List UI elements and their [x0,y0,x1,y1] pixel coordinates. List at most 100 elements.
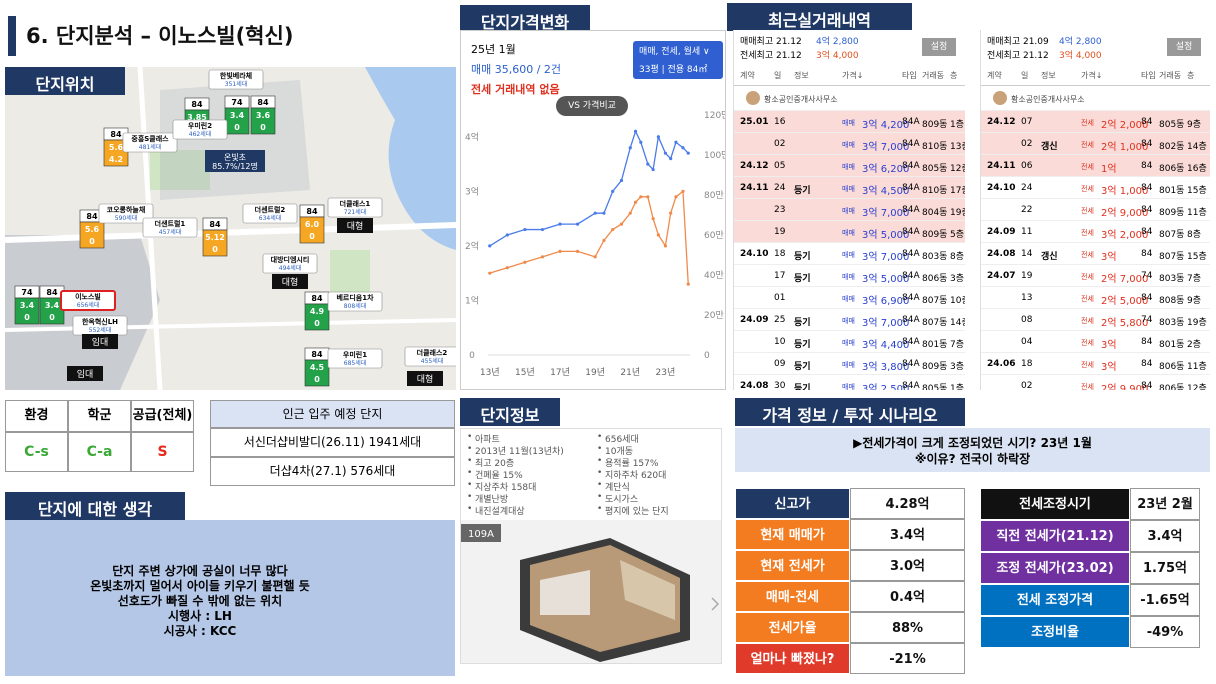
marker-body [304,359,330,387]
complex-name: 더클래스1 [340,199,371,208]
transaction-row: 24.10 24 전세 3억 1,000 84 801동 15층 [981,176,1210,198]
header-rule [734,85,965,86]
column-header: 가격↓ [842,71,864,80]
bullet: • [467,456,473,466]
cell-price: 3억 7,000 [862,318,910,329]
marker-area: 84 [86,212,98,221]
transaction-row: 02 전세 2억 9,900 84 806동 12층 [981,374,1210,390]
cell-type: 84A [902,183,920,193]
cell-dong: 806동 [1159,362,1185,372]
point [669,157,673,161]
cell-dong: 803동 [1159,318,1185,328]
cell-type: 84A [902,271,920,281]
grade-value: C-a [68,432,131,472]
complex-name: 코오롱하늘채 [107,205,146,214]
grade-value: C-s [5,432,68,472]
cell-d: 23 [774,205,786,215]
point [633,200,638,204]
compare-pill[interactable]: VS 가격비교 [556,96,628,116]
cell-m: 24.09 [740,315,769,325]
cell-floor: 14층 [950,318,965,328]
scenario-line: ▶전세가격이 크게 조정되었던 시기? 23년 1월 [853,436,1092,450]
complex-name: 우미린1 [343,350,367,359]
y2-tick-label: 20만 [704,310,724,321]
table-value: 4.28억 [850,488,965,519]
marker-area: 74 [231,98,243,107]
point [611,227,615,232]
series-line [489,129,689,247]
x-tick-label: 21년 [620,367,640,378]
transaction-row: 09 등기 매매 3억 3,800 84A 809동 3층 [734,352,965,374]
cell-floor: 8층 [1187,230,1202,240]
cell-dong: 808동 [1159,296,1185,306]
cell-dong: 807동 [922,296,948,306]
title: 6. 단지분석 – 이노스빌(혁신) [26,24,294,48]
info-item: 지하주차 620대 [605,471,667,481]
tag: 임대 [77,368,94,380]
cell-d: 22 [1021,205,1033,215]
complex-name: 대방디엠시티 [271,255,310,264]
table-value: 3.4억 [850,519,965,550]
point [505,233,509,237]
info-item: 도시가스 [605,495,639,505]
bullet: • [597,444,603,454]
transaction-row: 24.10 18 등기 매매 3억 7,000 84A 803동 8층 [734,242,965,264]
park [150,150,210,190]
point [575,249,580,253]
transaction-row: 17 등기 매매 3억 5,000 84A 806동 3층 [734,264,965,286]
point [651,167,655,172]
y-tick-label: 1억 [465,294,479,306]
cell-kind: 매매 [842,339,855,347]
section-header: 단지에 대한 생각 [5,492,185,520]
summary-label: 매매최고 21.09 [987,37,1049,47]
column-header: 가격↓ [1081,71,1103,80]
column-header: 일 [774,71,782,80]
y2-tick-label: 100만 [704,150,725,161]
cell-kind: 매매 [842,163,855,171]
transaction-row: 08 전세 2억 5,800 74 803동 19층 [981,308,1210,330]
shade [5,235,160,390]
cell-floor: 17층 [950,186,965,196]
cell-info: 갱신 [1041,142,1058,152]
price-chart: 0 1억 2억 3억 4억 0 20만 40만 60만 80만 100만 120만 13년 15년 17년 1… [465,110,725,378]
complex-units: 481세대 [139,143,162,151]
map: 84 3.85 0 74 3.4 0 84 3.6 0 84 5.6 4.2 84 5.6 0 84 5.12 0… [5,67,456,390]
info-item: 개별난방 [475,495,509,505]
settings-button[interactable]: 설정 [1167,38,1201,56]
cell-floor: 11층 [1187,362,1207,372]
point [593,211,597,215]
cell-price: 3억 6,200 [862,164,910,175]
complex-label [172,119,228,140]
marker-count: 0 [49,313,55,322]
cell-info: 등기 [794,384,811,390]
cell-type: 84 [1141,381,1153,390]
point [639,140,643,144]
cell-dong: 805동 [922,384,948,390]
point [602,211,606,215]
marker-price: 3.85 [187,113,207,122]
cell-m: 24.09 [987,227,1016,237]
cell-dong: 807동 [922,318,948,328]
tag-bg [82,334,118,349]
transaction-row: 04 전세 3억 84 801동 2층 [981,330,1210,352]
cell-info: 등기 [794,274,811,284]
point [633,129,638,133]
complex-label [327,348,383,369]
filter-box[interactable]: 매매, 전세, 월세 ∨ 33평 | 전용 84㎡ [633,41,723,79]
cell-floor: 19층 [1187,318,1207,328]
cell-type: 84A [902,139,920,149]
point [523,260,527,264]
section-header: 최근실거래내역 [727,3,912,31]
complex-units: 494세대 [279,264,302,272]
cell-dong: 805동 [1159,120,1185,130]
upcoming-title: 인근 입주 예정 단지 [210,400,455,428]
y-tick-label: 0 [469,351,475,361]
cell-dong: 809동 [922,120,948,130]
point [558,249,562,253]
marker-count: 0 [89,237,95,246]
settings-button[interactable]: 설정 [922,38,956,56]
school-stat: 85.7%/12명 [212,161,258,171]
cell-kind: 전세 [1081,141,1094,149]
cell-type: 84A [902,205,920,215]
